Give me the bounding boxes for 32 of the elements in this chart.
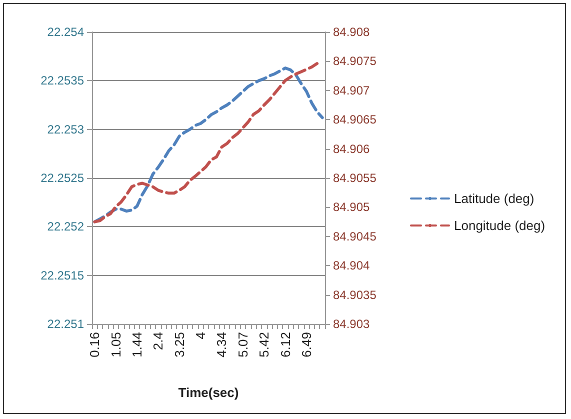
x-tick-label: 3.25 xyxy=(172,332,187,358)
y2-tick-label: 84.904 xyxy=(333,258,370,273)
x-tick-label: 2.4 xyxy=(150,332,166,350)
x-tick-label: 5.42 xyxy=(256,332,272,358)
y-tick-label: 22.253 xyxy=(47,122,84,136)
y2-tick-label: 84.9065 xyxy=(333,112,377,127)
x-axis-title: Time(sec) xyxy=(178,385,239,400)
x-tick-label: 6.12 xyxy=(278,332,293,358)
x-tick-label: 1.44 xyxy=(130,332,145,358)
y2-tick-label: 84.9035 xyxy=(333,288,377,302)
legend-label: Longitude (deg) xyxy=(454,218,546,233)
x-tick-label: 1.05 xyxy=(108,332,124,358)
y-tick-label: 22.254 xyxy=(47,25,84,39)
x-tick-label: 6.49 xyxy=(298,332,314,358)
y2-tick-label: 84.903 xyxy=(333,317,370,331)
y-tick-label: 22.2525 xyxy=(40,171,84,185)
y2-tick-label: 84.9055 xyxy=(333,171,377,185)
y2-tick-label: 84.908 xyxy=(333,25,370,39)
y2-tick-label: 84.9075 xyxy=(333,54,377,68)
y-tick-label: 22.251 xyxy=(47,317,84,331)
x-tick-label: 4.34 xyxy=(214,332,230,358)
y2-tick-label: 84.905 xyxy=(333,200,370,214)
x-tick-label: 4 xyxy=(193,332,208,340)
y2-tick-label: 84.906 xyxy=(333,142,370,156)
x-tick-label: 5.07 xyxy=(235,332,250,358)
y-tick-label: 22.252 xyxy=(47,220,84,234)
y2-tick-label: 84.9045 xyxy=(333,229,377,244)
legend-label: Latitude (deg) xyxy=(454,191,534,206)
x-tick-label: 0.16 xyxy=(87,332,102,358)
y2-tick-label: 84.907 xyxy=(333,83,370,98)
y-tick-label: 22.2535 xyxy=(40,74,84,88)
y-tick-label: 22.2515 xyxy=(40,268,84,282)
